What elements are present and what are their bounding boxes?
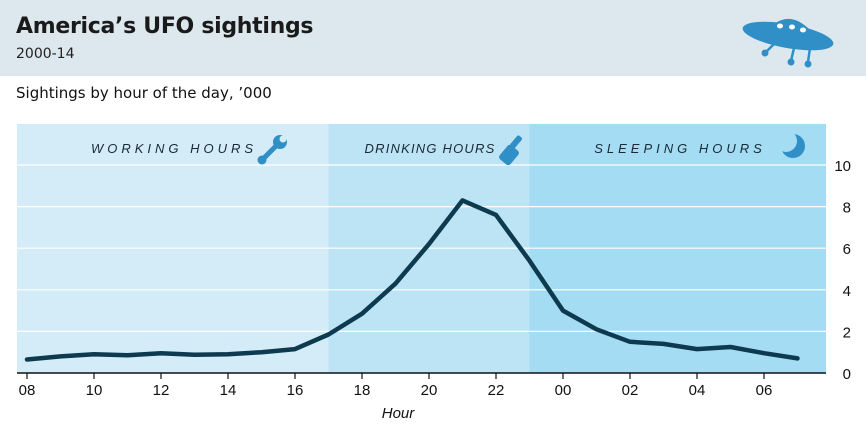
page-subtitle: 2000-14 — [16, 46, 75, 62]
y-tick-label: 8 — [843, 200, 851, 217]
x-axis-title: Hour — [382, 405, 416, 422]
x-tick-label: 20 — [421, 382, 438, 399]
x-tick-label: 14 — [220, 382, 237, 399]
x-tick-label: 22 — [488, 382, 505, 399]
y-tick-label: 2 — [843, 324, 851, 341]
x-tick-label: 06 — [756, 382, 773, 399]
bottle-icon — [499, 135, 522, 166]
y-tick-label: 6 — [843, 241, 851, 258]
ufo-icon — [742, 18, 834, 68]
y-tick-label: 0 — [843, 366, 851, 383]
x-tick-label: 08 — [19, 382, 36, 399]
moon-icon — [775, 130, 805, 158]
x-tick-label: 10 — [86, 382, 103, 399]
x-tick-label: 16 — [287, 382, 304, 399]
page-title: America’s UFO sightings — [16, 14, 314, 39]
x-tick-label: 00 — [555, 382, 572, 399]
y-tick-label: 10 — [834, 158, 851, 175]
y-tick-label: 4 — [843, 283, 851, 300]
x-tick-label: 12 — [153, 382, 170, 399]
band-label: WORKING HOURS — [91, 141, 257, 156]
band-label: SLEEPING HOURS — [594, 141, 766, 156]
x-tick-label: 02 — [622, 382, 639, 399]
chart-title: Sightings by hour of the day, ’000 — [16, 84, 272, 102]
band-label: DRINKING HOURS — [365, 141, 496, 156]
x-tick-label: 18 — [354, 382, 371, 399]
x-tick-label: 04 — [689, 382, 706, 399]
wrench-icon — [257, 135, 287, 165]
sightings-line — [24, 198, 800, 362]
